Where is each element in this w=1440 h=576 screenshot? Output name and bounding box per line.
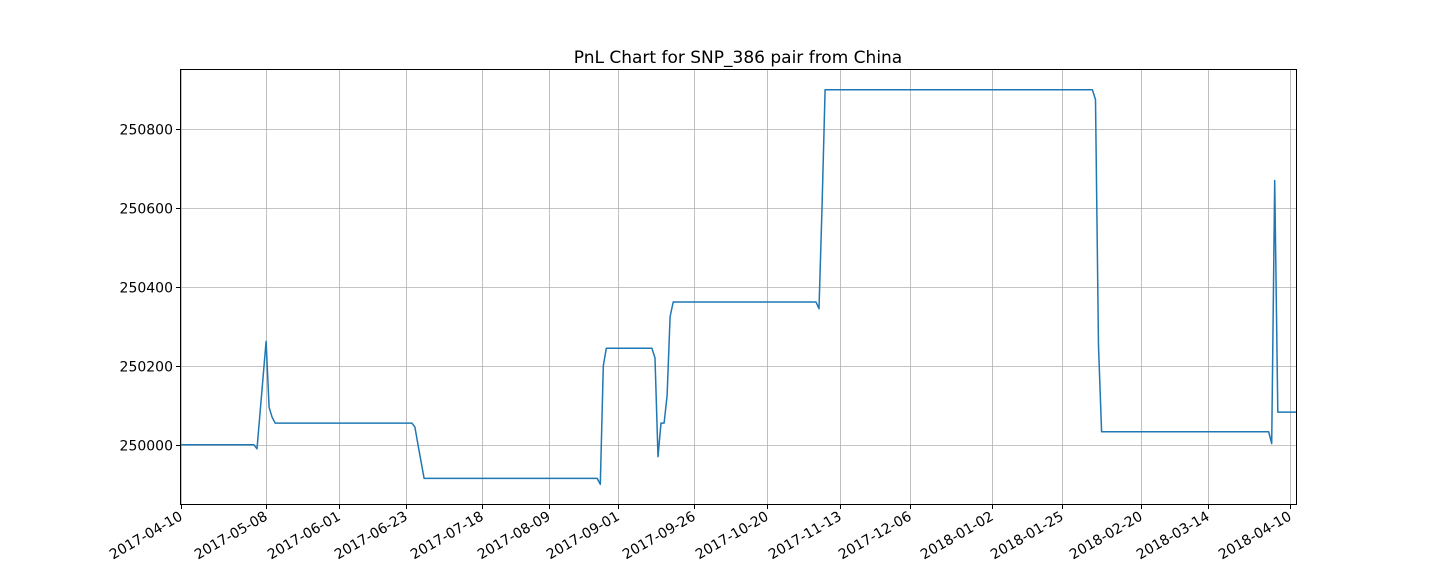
y-tick-label: 250000 xyxy=(120,439,173,455)
y-tick-label: 250600 xyxy=(120,202,173,218)
pnl-series-line xyxy=(181,88,1296,486)
y-tick-label: 250800 xyxy=(120,123,173,139)
plot-area xyxy=(181,88,1296,486)
y-axis-ticks: 250000 250200 250400 250600 250800 xyxy=(120,123,181,455)
chart-title: PnL Chart for SNP_386 pair from China xyxy=(574,48,902,68)
y-tick-label: 250200 xyxy=(120,360,173,376)
y-tick-label: 250400 xyxy=(120,281,173,297)
